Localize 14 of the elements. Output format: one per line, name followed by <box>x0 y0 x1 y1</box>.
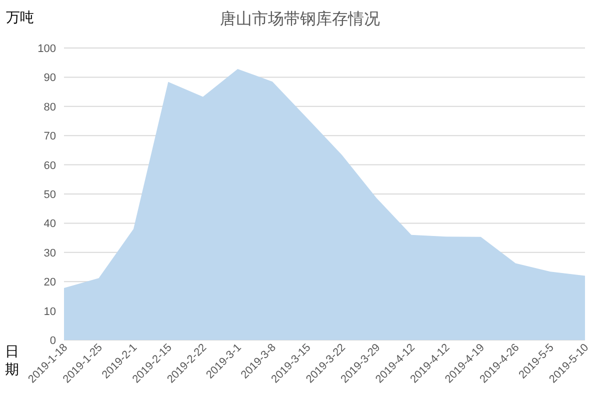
y-tick-label: 100 <box>38 43 56 55</box>
y-tick-label: 30 <box>44 247 56 260</box>
y-tick-label: 80 <box>44 101 56 114</box>
y-axis-title: 万吨 <box>6 9 34 25</box>
y-tick-label: 60 <box>44 160 56 172</box>
y-tick-label: 70 <box>44 130 56 143</box>
y-tick-label: 10 <box>44 306 56 318</box>
y-tick-label: 20 <box>44 276 56 289</box>
chart-title: 唐山市场带钢库存情况 <box>220 10 380 28</box>
x-axis-title: 日期 <box>5 343 19 377</box>
y-tick-label: 40 <box>44 218 56 230</box>
y-tick-label: 50 <box>44 189 56 201</box>
y-tick-label: 0 <box>50 335 56 347</box>
y-tick-label: 90 <box>44 72 56 84</box>
